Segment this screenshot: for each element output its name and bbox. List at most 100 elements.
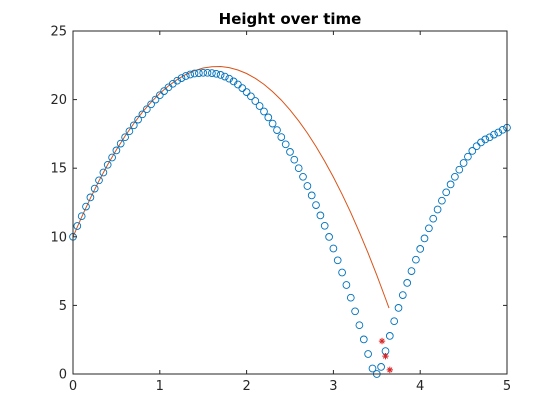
x-tick-label: 3 (329, 379, 337, 394)
data-point (455, 165, 464, 174)
data-point (464, 152, 472, 161)
data-point (103, 160, 112, 169)
data-point (412, 255, 420, 264)
data-point (490, 130, 498, 139)
data-point (82, 202, 90, 211)
data-point (255, 102, 264, 110)
x-tick-label: 2 (242, 379, 250, 394)
data-point (264, 113, 273, 122)
data-point (303, 182, 312, 190)
data-point (351, 307, 359, 316)
data-point (281, 140, 290, 149)
data-point (273, 126, 281, 134)
data-point (151, 95, 160, 104)
data-point (112, 146, 121, 155)
data-point (377, 363, 385, 371)
data-point (147, 100, 155, 109)
data-point (90, 184, 99, 193)
data-point (398, 291, 407, 299)
data-point (364, 350, 372, 358)
data-point (95, 176, 103, 185)
data-point (294, 164, 303, 173)
data-point (77, 212, 86, 221)
data-point (316, 211, 325, 220)
data-point (86, 193, 95, 202)
data-point (346, 293, 355, 302)
asterisk-point (382, 352, 389, 360)
data-point (446, 180, 455, 189)
data-point (186, 70, 195, 79)
data-point (129, 121, 138, 130)
y-tick-label: 0 (59, 368, 67, 383)
x-tick-label: 0 (69, 379, 77, 394)
data-point (73, 222, 82, 230)
data-point (268, 119, 277, 128)
data-point (134, 115, 142, 124)
asterisk-point (378, 337, 386, 345)
data-point (203, 68, 212, 77)
data-point (333, 256, 342, 265)
data-point (173, 76, 182, 85)
data-point (368, 364, 377, 373)
series-1 (69, 68, 511, 378)
data-point (216, 71, 225, 79)
data-point (307, 191, 316, 200)
data-point (247, 92, 255, 101)
data-point (494, 128, 503, 137)
data-point (190, 69, 199, 78)
data-point (433, 205, 442, 214)
data-point (390, 317, 399, 326)
data-point (416, 245, 425, 253)
data-point (212, 69, 221, 78)
data-point (238, 84, 247, 92)
y-tick-label: 15 (50, 162, 67, 177)
data-point (472, 142, 481, 151)
data-point (221, 72, 229, 81)
data-point (451, 172, 459, 181)
data-point (242, 88, 251, 96)
y-tick-label: 5 (59, 299, 67, 314)
x-tick-label: 4 (416, 379, 424, 394)
data-point (355, 321, 364, 330)
data-point (260, 107, 268, 116)
data-point (385, 332, 394, 340)
plot-box (72, 30, 508, 375)
data-point (338, 268, 346, 277)
data-point (442, 188, 451, 197)
x-tick-label: 1 (156, 379, 164, 394)
data-point (299, 172, 307, 181)
data-point (429, 214, 438, 223)
asterisk-point (386, 366, 394, 374)
data-point (160, 87, 168, 95)
data-point (320, 221, 329, 230)
data-point (438, 196, 446, 205)
data-point (251, 97, 260, 105)
data-point (420, 234, 429, 243)
data-point (116, 139, 125, 148)
data-point (138, 110, 147, 119)
data-point (325, 233, 333, 241)
x-tick-label: 5 (503, 379, 511, 394)
data-point (108, 153, 116, 162)
data-point (286, 148, 294, 156)
data-point (99, 168, 108, 177)
data-point (290, 155, 299, 164)
data-point (312, 201, 320, 209)
data-point (498, 125, 507, 134)
data-point (459, 159, 468, 167)
data-point (181, 72, 190, 80)
data-point (125, 127, 134, 136)
plot-background (73, 31, 507, 374)
data-point (208, 69, 216, 77)
data-point (481, 135, 490, 144)
y-tick-label: 20 (50, 93, 67, 108)
series-2 (378, 337, 394, 374)
data-point (485, 133, 494, 142)
data-point (359, 335, 368, 344)
data-point (277, 133, 286, 141)
chart-title: Height over time (219, 10, 362, 28)
y-tick-label: 10 (50, 230, 67, 245)
data-point (329, 244, 338, 253)
data-point (195, 69, 203, 77)
